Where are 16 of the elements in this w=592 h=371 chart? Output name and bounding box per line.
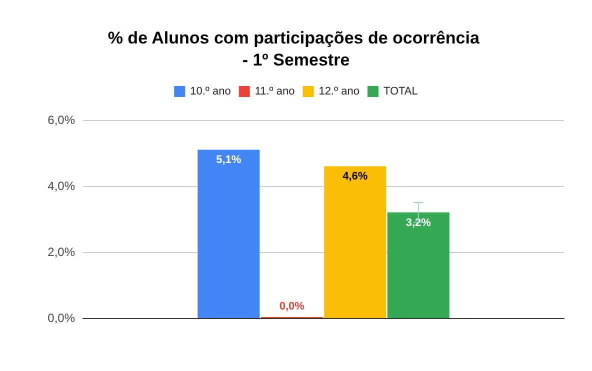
y-tick-label: 0,0% bbox=[48, 311, 76, 325]
bar bbox=[198, 150, 260, 318]
chart-title: % de Alunos com participações de ocorrência - 1º Semestre bbox=[108, 28, 484, 70]
legend-label: TOTAL bbox=[383, 86, 418, 98]
data-label: 5,1% bbox=[216, 154, 242, 166]
y-tick-label: 4,0% bbox=[48, 179, 76, 193]
y-tick-label: 6,0% bbox=[48, 113, 76, 127]
data-label: 4,6% bbox=[342, 170, 368, 183]
bar bbox=[324, 166, 386, 318]
y-tick-label: 2,0% bbox=[48, 245, 76, 259]
legend-label: 10.º ano bbox=[190, 86, 231, 98]
data-label: 0,0% bbox=[279, 300, 305, 312]
data-label: 3,2% bbox=[406, 216, 432, 229]
bar bbox=[387, 212, 450, 318]
legend-label: 11.º ano bbox=[254, 86, 295, 98]
legend-label: 12.º ano bbox=[318, 86, 360, 98]
